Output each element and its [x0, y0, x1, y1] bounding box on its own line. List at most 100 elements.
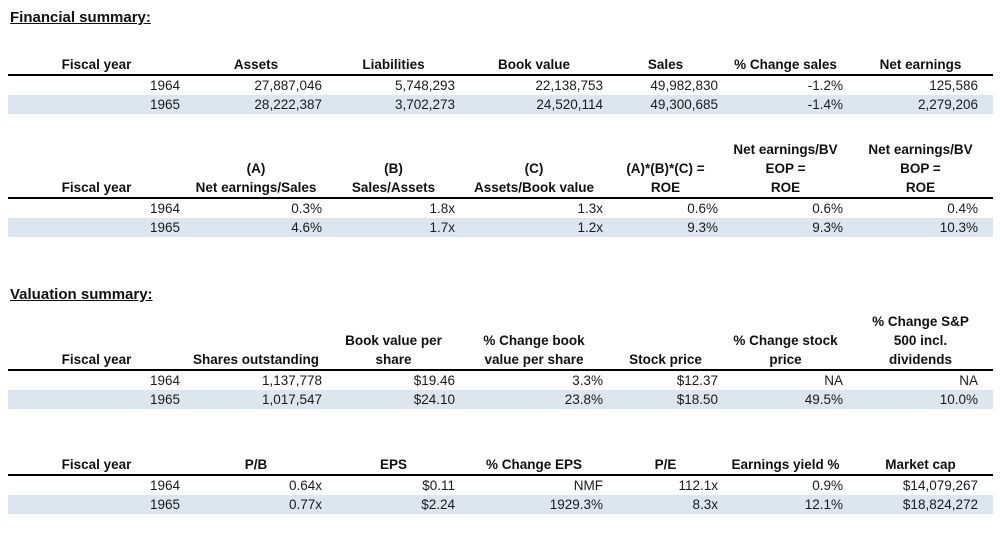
cell-eop-roe: 9.3%: [723, 218, 848, 237]
balance-table-header-row: Fiscal year Assets Liabilities Book valu…: [8, 55, 993, 76]
header-net-earnings: Net earnings: [848, 55, 993, 76]
header-book-value: Book value: [460, 55, 608, 76]
header-pb: P/B: [185, 455, 327, 476]
header-fiscal-year: Fiscal year: [8, 55, 185, 76]
cell-fiscal-year: 1965: [8, 95, 185, 114]
header-market-cap: Market cap: [848, 455, 993, 476]
cell-market-cap: $18,824,272: [848, 495, 993, 514]
price-row-1965: 1965 1,017,547 $24.10 23.8% $18.50 49.5%…: [8, 390, 993, 409]
header-line: (A): [246, 161, 266, 176]
header-sales: Sales: [608, 55, 723, 76]
cell-eps: $2.24: [327, 495, 460, 514]
header-line: (A)*(B)*(C) =: [626, 161, 705, 176]
cell-pct-change-sp500: 10.0%: [848, 390, 993, 409]
cell-fiscal-year: 1964: [149, 373, 180, 388]
cell-assets: 28,222,387: [185, 95, 327, 114]
valuation-summary-section: Valuation summary: Fiscal year Shares ou…: [8, 237, 993, 514]
cell-pct-change-sales: -1.2%: [807, 78, 843, 93]
header-line: (B): [384, 161, 403, 176]
balance-table: Fiscal year Assets Liabilities Book valu…: [8, 55, 993, 114]
header-assets-book-value: (C) Assets/Book value: [460, 140, 608, 199]
cell-shares-outstanding: 1,137,778: [261, 373, 322, 388]
cell-sales-assets: 1.8x: [429, 201, 455, 216]
cell-abc-roe: 9.3%: [608, 218, 723, 237]
cell-pe: 8.3x: [608, 495, 723, 514]
header-fiscal-year: Fiscal year: [8, 312, 185, 371]
cell-pe: 112.1x: [678, 478, 718, 493]
header-fiscal-year: Fiscal year: [8, 140, 185, 199]
cell-stock-price: $18.50: [608, 390, 723, 409]
price-table: Fiscal year Shares outstanding Book valu…: [8, 312, 993, 409]
financial-summary-section: Financial summary: Fiscal year Assets Li…: [8, 8, 993, 237]
cell-liabilities: 5,748,293: [394, 78, 455, 93]
cell-pct-change-sales: -1.4%: [723, 95, 848, 114]
header-line: 500 incl.: [893, 333, 948, 348]
cell-assets-book-value: 1.2x: [460, 218, 608, 237]
header-line: % Change book: [483, 333, 585, 348]
header-line: (C): [524, 161, 544, 176]
cell-pct-change-eps: 1929.3%: [460, 495, 608, 514]
balance-row-1964: 1964 27,887,046 5,748,293 22,138,753 49,…: [8, 75, 993, 95]
header-line: value per share: [484, 352, 584, 367]
header-shares-outstanding: Shares outstanding: [185, 312, 327, 371]
cell-pct-change-eps: NMF: [573, 478, 603, 493]
header-bop-roe: Net earnings/BV BOP = ROE: [848, 140, 993, 199]
header-eps: EPS: [327, 455, 460, 476]
cell-fiscal-year: 1964: [149, 478, 180, 493]
cell-assets: 27,887,046: [254, 78, 322, 93]
cell-sales: 49,982,830: [650, 78, 718, 93]
header-fiscal-year: Fiscal year: [8, 455, 185, 476]
header-pct-change-eps: % Change EPS: [460, 455, 608, 476]
header-eop-roe: Net earnings/BV EOP = ROE: [723, 140, 848, 199]
cell-book-value: 24,520,114: [460, 95, 608, 114]
cell-earnings-yield: 12.1%: [723, 495, 848, 514]
cell-abc-roe: 0.6%: [687, 201, 718, 216]
cell-pb: 0.77x: [185, 495, 327, 514]
roe-row-1965: 1965 4.6% 1.7x 1.2x 9.3% 9.3% 10.3%: [8, 218, 993, 237]
header-line: Fiscal year: [61, 180, 132, 195]
cell-book-value-per-share: $24.10: [327, 390, 460, 409]
roe-row-1964: 1964 0.3% 1.8x 1.3x 0.6% 0.6% 0.4%: [8, 198, 993, 218]
header-line: % Change stock: [733, 333, 838, 348]
cell-market-cap: $14,079,267: [902, 478, 978, 493]
cell-fiscal-year: 1965: [8, 495, 185, 514]
cell-pct-change-stock-price: 49.5%: [723, 390, 848, 409]
header-line: Shares outstanding: [192, 352, 319, 367]
cell-sales: 49,300,685: [608, 95, 723, 114]
multiples-table: Fiscal year P/B EPS % Change EPS P/E Ear…: [8, 455, 993, 514]
multiples-row-1965: 1965 0.77x $2.24 1929.3% 8.3x 12.1% $18,…: [8, 495, 993, 514]
cell-eop-roe: 0.6%: [812, 201, 843, 216]
header-earnings-yield: Earnings yield %: [723, 455, 848, 476]
header-pct-change-book-value-per-share: % Change book value per share: [460, 312, 608, 371]
header-pct-change-stock-price: % Change stock price: [723, 312, 848, 371]
header-liabilities: Liabilities: [327, 55, 460, 76]
price-row-1964: 1964 1,137,778 $19.46 3.3% $12.37 NA NA: [8, 370, 993, 390]
cell-liabilities: 3,702,273: [327, 95, 460, 114]
header-abc-roe: (A)*(B)*(C) = ROE: [608, 140, 723, 199]
cell-pct-change-book-value-per-share: 23.8%: [460, 390, 608, 409]
header-pct-change-sales: % Change sales: [723, 55, 848, 76]
header-line: Book value per: [345, 333, 442, 348]
header-sales-assets: (B) Sales/Assets: [327, 140, 460, 199]
roe-table: Fiscal year (A) Net earnings/Sales (B) S…: [8, 140, 993, 237]
cell-fiscal-year: 1965: [8, 390, 185, 409]
price-table-header-row: Fiscal year Shares outstanding Book valu…: [8, 312, 993, 371]
cell-fiscal-year: 1965: [8, 218, 185, 237]
header-net-earnings-sales: (A) Net earnings/Sales: [185, 140, 327, 199]
header-pct-change-sp500: % Change S&P 500 incl. dividends: [848, 312, 993, 371]
valuation-summary-title: Valuation summary:: [10, 286, 153, 303]
header-line: ROE: [650, 180, 681, 195]
header-stock-price: Stock price: [608, 312, 723, 371]
roe-table-header-row: Fiscal year (A) Net earnings/Sales (B) S…: [8, 140, 993, 199]
financial-summary-title: Financial summary:: [10, 9, 151, 26]
header-line: % Change S&P: [872, 314, 969, 329]
header-book-value-per-share: Book value per share: [327, 312, 460, 371]
cell-pct-change-book-value-per-share: 3.3%: [572, 373, 603, 388]
multiples-table-header-row: Fiscal year P/B EPS % Change EPS P/E Ear…: [8, 455, 993, 476]
cell-bop-roe: 10.3%: [848, 218, 993, 237]
header-line: ROE: [905, 180, 936, 195]
cell-sales-assets: 1.7x: [327, 218, 460, 237]
cell-shares-outstanding: 1,017,547: [185, 390, 327, 409]
header-line: Net earnings/BV: [733, 142, 838, 157]
